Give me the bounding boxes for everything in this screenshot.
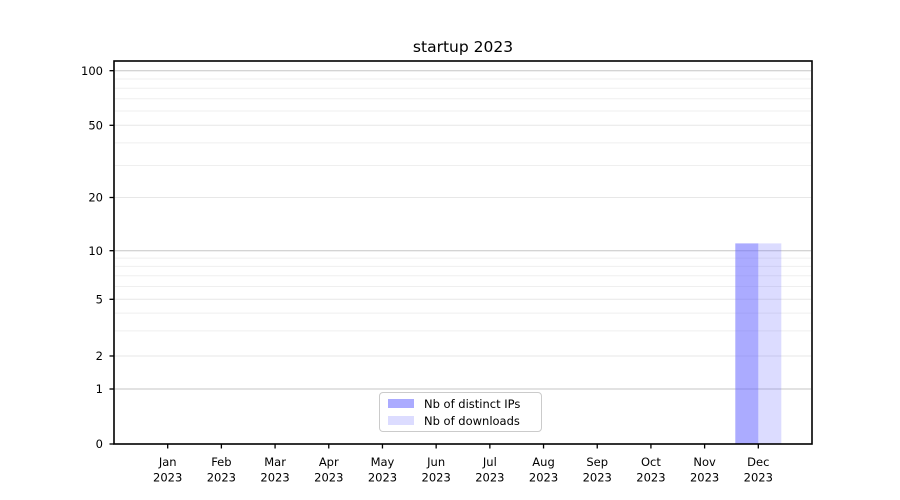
x-tick-label-month: Apr	[319, 455, 339, 469]
y-tick-label: 100	[81, 64, 103, 78]
x-tick-label-month: Oct	[641, 455, 661, 469]
x-tick-label-month: Sep	[586, 455, 608, 469]
x-tick-label-year: 2023	[475, 471, 504, 485]
legend-swatch-distinct-ips	[388, 399, 414, 408]
y-tick-label: 50	[88, 119, 103, 133]
x-tick-label-year: 2023	[153, 471, 182, 485]
x-tick-label-month: Jun	[426, 455, 445, 469]
x-tick-label-year: 2023	[690, 471, 719, 485]
x-tick-label-year: 2023	[314, 471, 343, 485]
x-tick-label-year: 2023	[636, 471, 665, 485]
bar-distinct-ips	[735, 243, 759, 444]
x-tick-label-month: Mar	[264, 455, 286, 469]
y-tick-label: 20	[88, 191, 103, 205]
axis-layer: 0 1 2 5 10 20 50 100 Jan 2023 Feb 2023 Mar 2023 Apr 202…	[81, 60, 813, 485]
legend-row-downloads: Nb of downloads	[388, 414, 541, 428]
y-tick-label: 5	[96, 293, 103, 307]
bar-downloads	[758, 243, 782, 444]
legend-label-downloads: Nb of downloads	[424, 413, 520, 428]
x-tick-label-month: Jul	[482, 455, 497, 469]
x-tick-label-month: Feb	[211, 455, 231, 469]
x-tick-label-year: 2023	[368, 471, 397, 485]
legend: Nb of distinct IPs Nb of downloads	[379, 392, 542, 432]
x-tick-label-year: 2023	[207, 471, 236, 485]
x-tick-label-month: Nov	[693, 455, 716, 469]
x-tick-label-month: Jan	[158, 455, 177, 469]
x-tick-label-year: 2023	[744, 471, 773, 485]
bar-layer	[735, 243, 782, 444]
y-tick-label: 2	[96, 349, 103, 363]
x-tick-label-year: 2023	[260, 471, 289, 485]
x-tick-label-month: May	[371, 455, 395, 469]
x-tick-label-month: Dec	[747, 455, 769, 469]
y-tick-label: 10	[88, 244, 103, 258]
legend-swatch-downloads	[388, 416, 414, 425]
x-tick-label-year: 2023	[529, 471, 558, 485]
plot-border	[113, 60, 813, 445]
legend-row-distinct-ips: Nb of distinct IPs	[388, 397, 541, 411]
chart-title: startup 2023	[413, 38, 513, 56]
y-tick-label: 0	[96, 437, 103, 451]
x-tick-label-year: 2023	[422, 471, 451, 485]
x-tick-label-year: 2023	[583, 471, 612, 485]
grid-layer	[115, 70, 811, 390]
y-tick-label: 1	[96, 382, 103, 396]
legend-label-distinct-ips: Nb of distinct IPs	[424, 396, 521, 411]
x-tick-label-month: Aug	[532, 455, 554, 469]
